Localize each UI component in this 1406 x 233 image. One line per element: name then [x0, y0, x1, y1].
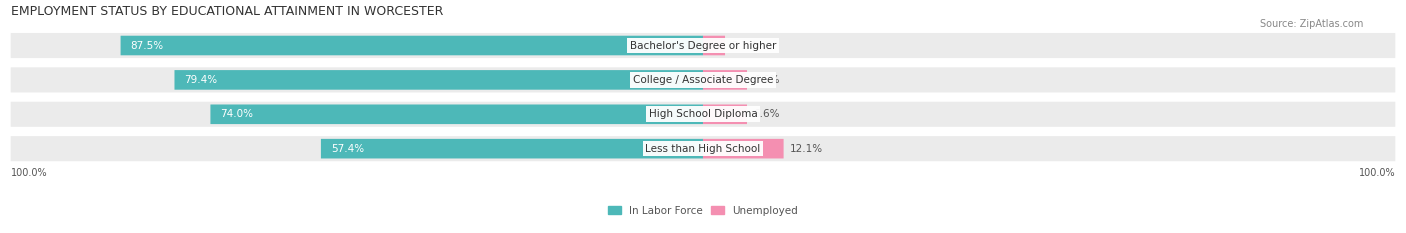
Text: 3.3%: 3.3% [731, 41, 758, 51]
Text: 74.0%: 74.0% [221, 109, 253, 119]
FancyBboxPatch shape [11, 102, 1395, 127]
FancyBboxPatch shape [121, 36, 703, 55]
FancyBboxPatch shape [174, 70, 703, 90]
Text: 87.5%: 87.5% [131, 41, 163, 51]
Text: Bachelor's Degree or higher: Bachelor's Degree or higher [630, 41, 776, 51]
Text: 100.0%: 100.0% [1358, 168, 1395, 178]
Text: 6.6%: 6.6% [754, 75, 780, 85]
FancyBboxPatch shape [703, 139, 783, 158]
FancyBboxPatch shape [321, 139, 703, 158]
Text: 100.0%: 100.0% [11, 168, 48, 178]
FancyBboxPatch shape [703, 104, 747, 124]
Text: Source: ZipAtlas.com: Source: ZipAtlas.com [1260, 19, 1364, 29]
FancyBboxPatch shape [11, 136, 1395, 161]
FancyBboxPatch shape [11, 67, 1395, 93]
FancyBboxPatch shape [703, 70, 747, 90]
Text: 6.6%: 6.6% [754, 109, 780, 119]
Text: High School Diploma: High School Diploma [648, 109, 758, 119]
Legend: In Labor Force, Unemployed: In Labor Force, Unemployed [609, 206, 797, 216]
Text: 12.1%: 12.1% [790, 144, 824, 154]
Text: 79.4%: 79.4% [184, 75, 218, 85]
Text: Less than High School: Less than High School [645, 144, 761, 154]
Text: College / Associate Degree: College / Associate Degree [633, 75, 773, 85]
Text: EMPLOYMENT STATUS BY EDUCATIONAL ATTAINMENT IN WORCESTER: EMPLOYMENT STATUS BY EDUCATIONAL ATTAINM… [11, 5, 443, 18]
FancyBboxPatch shape [11, 33, 1395, 58]
Text: 57.4%: 57.4% [330, 144, 364, 154]
FancyBboxPatch shape [211, 104, 703, 124]
FancyBboxPatch shape [703, 36, 725, 55]
